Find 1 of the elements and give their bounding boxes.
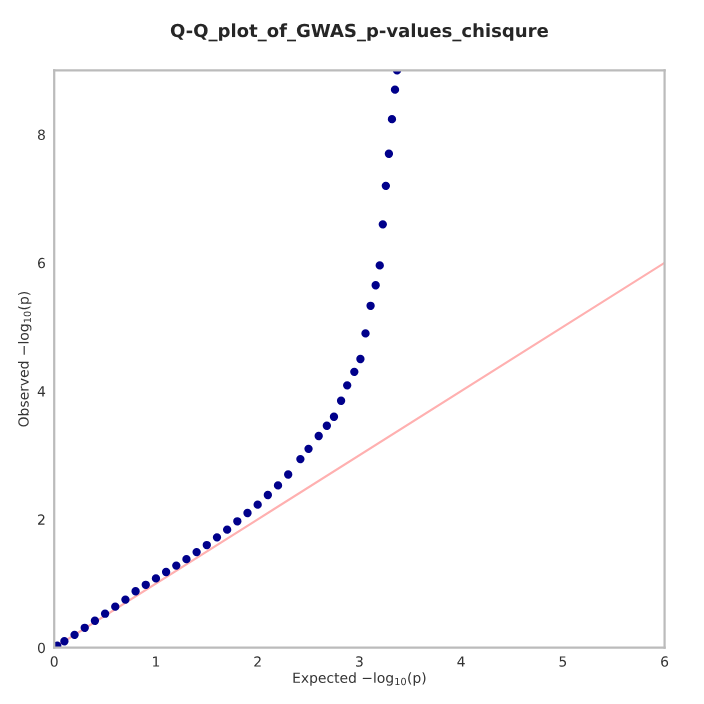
chart-title: Q-Q_plot_of_GWAS_p-values_chisqure [170, 23, 548, 42]
